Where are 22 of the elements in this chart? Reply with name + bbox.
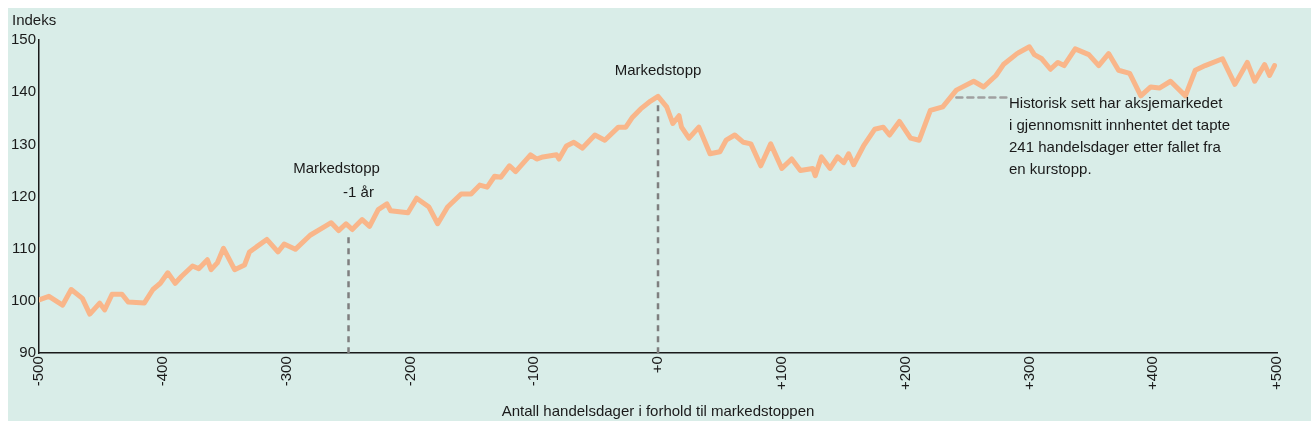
x-tick-label: -100: [524, 356, 542, 387]
y-tick-label: 130: [11, 134, 37, 152]
y-tick-label: 100: [11, 291, 37, 309]
x-tick-label: +400: [1143, 356, 1161, 391]
x-tick-label: +200: [895, 356, 913, 391]
x-tick-label: -200: [400, 356, 418, 387]
y-axis-title: Indeks: [12, 10, 57, 28]
y-tick-label: 110: [12, 238, 37, 256]
x-tick-label: -500: [29, 356, 47, 387]
x-tick-label: +500: [1267, 356, 1285, 391]
x-tick-label: +0: [648, 356, 666, 374]
annotation: Historisk sett har aksjemarkedet i gjennomsnitt innhentet det tapte 241 handelsdager etter fallet fra en kurstopp.: [1009, 94, 1230, 178]
x-tick-label: +300: [1019, 356, 1037, 391]
x-tick-label: -400: [152, 356, 170, 387]
annotation: Markedstopp: [614, 61, 702, 79]
x-axis-title: Antall handelsdager i forhold til markedstoppen: [501, 401, 815, 419]
x-tick-label: +100: [771, 356, 789, 391]
y-tick-label: 120: [11, 186, 37, 204]
x-tick-label: -300: [276, 356, 294, 387]
annotation: Markedstopp -1 år: [293, 158, 380, 200]
y-tick-label: 140: [11, 82, 37, 100]
y-tick-label: 150: [11, 30, 37, 48]
